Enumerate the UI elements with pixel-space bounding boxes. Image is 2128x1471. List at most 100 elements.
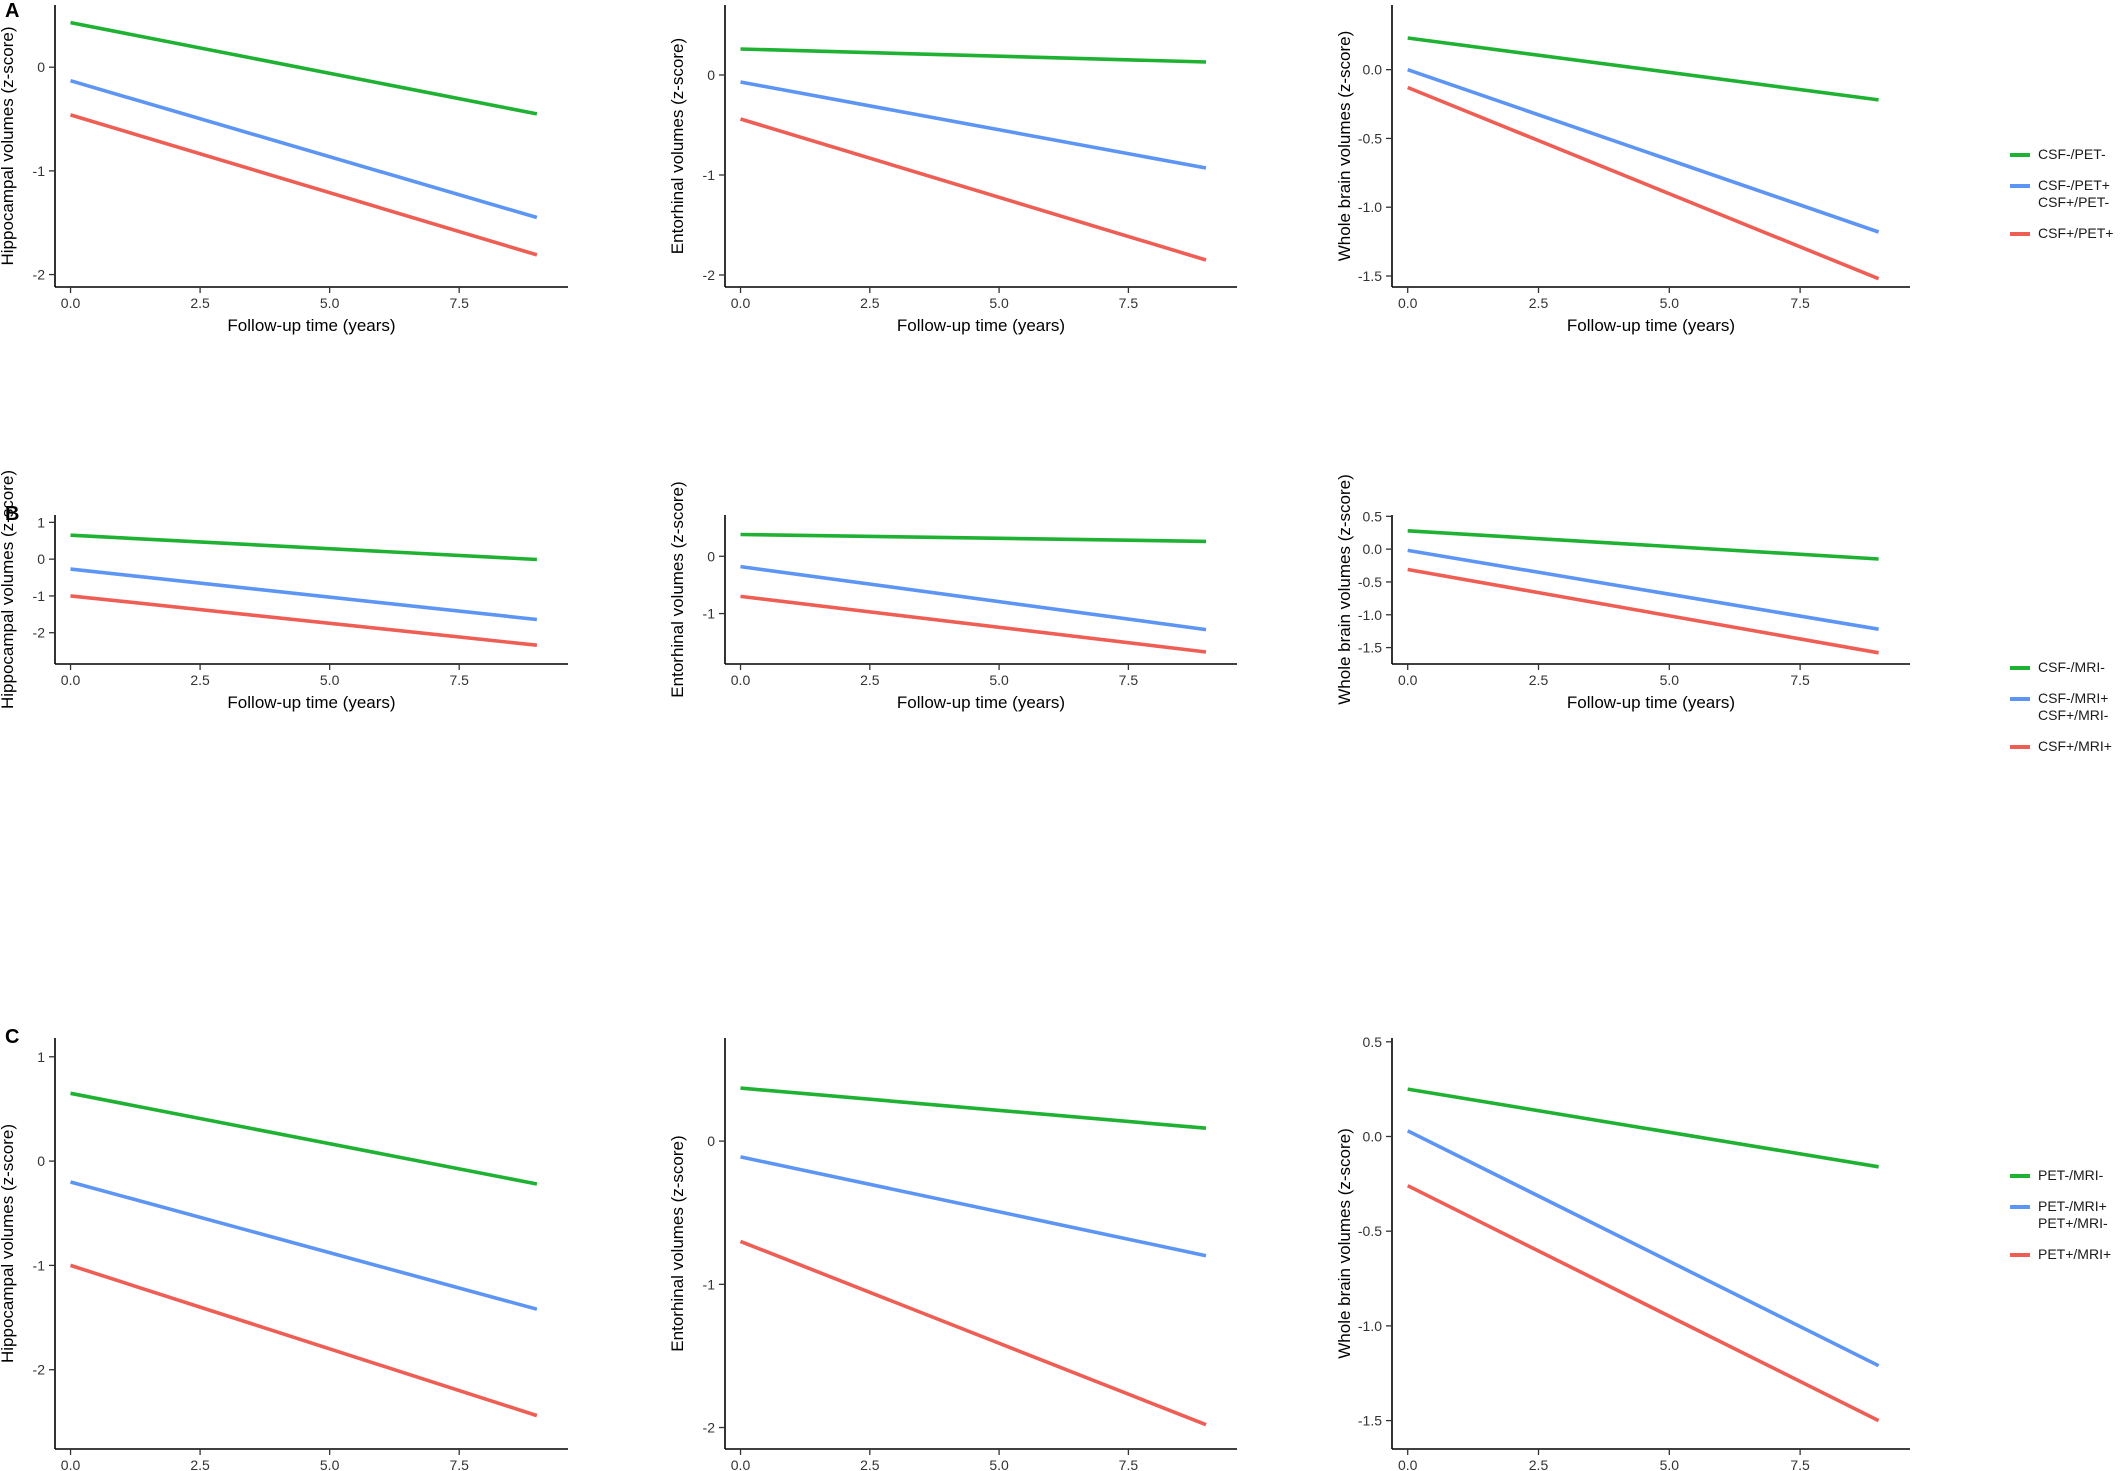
y-axis-title: Entorhinal volumes (z-score) — [668, 481, 687, 697]
series-line — [1407, 67, 1880, 234]
y-axis-title: Entorhinal volumes (z-score) — [668, 38, 687, 254]
y-tick-label: -1 — [703, 167, 716, 183]
y-axis-title: Whole brain volumes (z-score) — [1335, 474, 1354, 705]
legend-key — [2010, 1174, 2030, 1178]
legend-item: CSF-/MRI- — [2010, 659, 2120, 676]
y-axis-title: Hippocampal volumes (z-score) — [0, 26, 17, 265]
series-line — [1407, 1087, 1879, 1169]
y-tick-label: 1 — [37, 514, 45, 530]
legend-item: PET-/MRI+ PET+/MRI- — [2010, 1198, 2120, 1232]
legend-row-a: CSF-/PET- CSF-/PET+ CSF+/PET- CSF+/PET+ — [2010, 146, 2120, 256]
x-tick-label: 2.5 — [1529, 672, 1549, 688]
y-tick-label: -0.5 — [1358, 574, 1382, 590]
series-line — [69, 113, 538, 257]
x-tick-label: 0.0 — [61, 295, 81, 311]
x-tick-label: 2.5 — [1529, 1457, 1549, 1471]
series-line — [740, 80, 1207, 170]
y-tick-label: 0 — [707, 548, 715, 564]
x-tick-label: 0.0 — [1398, 1457, 1418, 1471]
series-line — [1407, 529, 1879, 561]
y-tick-label: -1 — [33, 588, 46, 604]
x-tick-label: 2.5 — [860, 672, 880, 688]
y-tick-label: -1.5 — [1358, 268, 1382, 284]
legend-item: CSF-/PET- — [2010, 146, 2120, 163]
legend-item: CSF-/PET+ CSF+/PET- — [2010, 177, 2120, 211]
series-line — [740, 1086, 1207, 1130]
x-tick-label: 7.5 — [1790, 1457, 1810, 1471]
x-tick-label: 7.5 — [449, 295, 469, 311]
legend-item: CSF-/MRI+ CSF+/MRI- — [2010, 690, 2120, 724]
y-tick-label: 0.0 — [1363, 1128, 1383, 1144]
x-tick-label: 2.5 — [190, 672, 210, 688]
y-tick-label: -2 — [33, 1362, 46, 1378]
x-tick-label: 0.0 — [1398, 295, 1418, 311]
series-line — [70, 533, 537, 562]
series-line — [1406, 1184, 1880, 1423]
x-tick-label: 2.5 — [860, 295, 880, 311]
x-tick-label: 7.5 — [1790, 295, 1810, 311]
series-line — [70, 1091, 538, 1186]
series-line — [70, 20, 538, 116]
y-tick-label: 0 — [37, 59, 45, 75]
x-axis-title: Follow-up time (years) — [227, 693, 395, 712]
series-line — [740, 594, 1207, 654]
x-axis-title: Follow-up time (years) — [1567, 316, 1735, 335]
x-axis-title: Follow-up time (years) — [897, 693, 1065, 712]
panel-label-b: B — [5, 503, 20, 525]
legend-label: PET-/MRI+ PET+/MRI- — [2038, 1198, 2108, 1231]
x-tick-label: 0.0 — [1398, 672, 1418, 688]
y-axis-title: Whole brain volumes (z-score) — [1335, 31, 1354, 262]
series-line — [69, 1263, 538, 1418]
y-tick-label: 0.0 — [1363, 62, 1383, 78]
x-tick-label: 5.0 — [1660, 1457, 1680, 1471]
legend-label: CSF-/PET+ CSF+/PET- — [2038, 177, 2110, 210]
series-line — [1406, 1129, 1880, 1368]
legend-row-c: PET-/MRI- PET-/MRI+ PET+/MRI- PET+/MRI+ — [2010, 1167, 2120, 1277]
y-tick-label: -1.0 — [1358, 199, 1382, 215]
y-tick-label: 0 — [37, 1153, 45, 1169]
y-tick-label: 1 — [37, 1049, 45, 1065]
legend-item: CSF+/PET+ — [2010, 225, 2120, 242]
x-tick-label: 0.0 — [731, 672, 751, 688]
legend-key — [2010, 745, 2030, 749]
legend-item: PET+/MRI+ — [2010, 1246, 2120, 1263]
legend-item: PET-/MRI- — [2010, 1167, 2120, 1184]
x-tick-label: 5.0 — [1660, 672, 1680, 688]
y-tick-label: -1 — [703, 1276, 716, 1292]
legend-item: CSF+/MRI+ — [2010, 738, 2120, 755]
y-tick-label: -1.5 — [1358, 640, 1382, 656]
x-tick-label: 5.0 — [320, 1457, 340, 1471]
y-axis-title: Whole brain volumes (z-score) — [1335, 1128, 1354, 1359]
y-tick-label: -1.0 — [1358, 607, 1382, 623]
series-line — [740, 532, 1207, 544]
y-tick-label: -0.5 — [1358, 1223, 1382, 1239]
panel-label-a: A — [5, 0, 20, 22]
series-line — [739, 117, 1207, 262]
x-tick-label: 0.0 — [731, 1457, 751, 1471]
series-line — [69, 78, 538, 220]
y-axis-title: Entorhinal volumes (z-score) — [668, 1135, 687, 1351]
x-tick-label: 7.5 — [1119, 672, 1139, 688]
legend-row-b: CSF-/MRI- CSF-/MRI+ CSF+/MRI- CSF+/MRI+ — [2010, 659, 2120, 769]
x-tick-label: 7.5 — [1790, 672, 1810, 688]
y-tick-label: 0 — [37, 551, 45, 567]
legend-key — [2010, 1205, 2030, 1209]
y-tick-label: 0.0 — [1363, 541, 1383, 557]
series-line — [1407, 567, 1879, 655]
x-tick-label: 7.5 — [1119, 1457, 1139, 1471]
x-tick-label: 0.0 — [61, 1457, 81, 1471]
y-tick-label: -2 — [33, 625, 46, 641]
y-tick-label: -1.5 — [1358, 1413, 1382, 1429]
legend-label: CSF-/MRI+ CSF+/MRI- — [2038, 690, 2109, 723]
legend-key — [2010, 153, 2030, 157]
y-tick-label: -2 — [703, 1420, 716, 1436]
x-tick-label: 2.5 — [860, 1457, 880, 1471]
x-axis-title: Follow-up time (years) — [227, 316, 395, 335]
legend-label: CSF+/MRI+ — [2038, 738, 2112, 754]
y-tick-label: 0 — [707, 67, 715, 83]
series-line — [1407, 548, 1879, 631]
legend-key — [2010, 666, 2030, 670]
legend-key — [2010, 697, 2030, 701]
x-tick-label: 5.0 — [320, 672, 340, 688]
y-tick-label: -1 — [33, 1257, 46, 1273]
